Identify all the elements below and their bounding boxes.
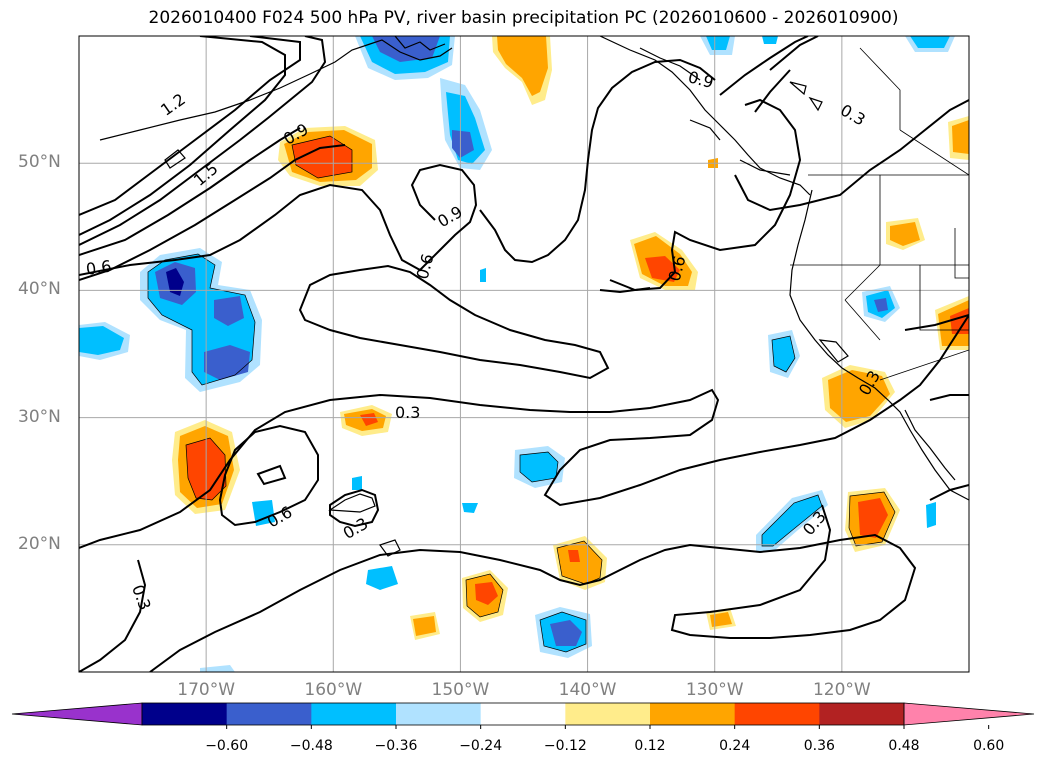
bc-coast: [599, 36, 811, 196]
positive-anomaly-patches: [172, 36, 969, 640]
colorbar-segment: [734, 703, 820, 725]
baja-coast: [904, 409, 956, 481]
lat-label: 50°N: [18, 152, 61, 173]
contour-0p6-inner: [298, 264, 610, 380]
contour-0p9-b: [79, 36, 327, 246]
contour-0p6-se: [599, 287, 651, 294]
contour-0p3-sw: [79, 559, 147, 672]
colorbar-segment: [226, 703, 312, 725]
contour-1p2: [79, 36, 286, 236]
us-west-coast: [789, 189, 969, 501]
contour-0p6-loop: [218, 424, 319, 527]
colorbar-frame: [141, 702, 905, 726]
colorbar-segment: [142, 703, 228, 725]
contour-0p3-large: [79, 314, 969, 549]
contour-0p3-ne: [719, 36, 809, 96]
colorbar-tick-label: 0.60: [973, 738, 1005, 754]
contour-0p3-hawaii: [329, 488, 380, 528]
contour-label: 0.6: [85, 257, 113, 279]
lat-label: 30°N: [18, 406, 61, 427]
lon-label: 170°W: [177, 680, 236, 700]
chart-title: 2026010400 F024 500 hPa PV, river basin …: [148, 8, 899, 28]
colorbar-segment: [396, 703, 482, 725]
contour-0p6-main: [79, 163, 478, 276]
colorbar-segment: [565, 703, 651, 725]
political-borders: [790, 47, 969, 381]
colorbar-tick-label: 0.24: [719, 738, 751, 754]
lat-label: 40°N: [18, 279, 61, 300]
colorbar-tick-label: 0.36: [803, 738, 835, 754]
hawaii: [328, 493, 376, 513]
contour-0p3-nw: [734, 99, 969, 212]
contour-label: 0.3: [395, 403, 420, 422]
colorbar-tick-label: 0.48: [888, 738, 920, 754]
colorbar-segment: [819, 703, 905, 725]
colorbar-tick-label: −0.48: [289, 738, 333, 754]
contour-0p3-bottom: [149, 504, 917, 672]
lon-label: 140°W: [558, 680, 617, 700]
colorbar-segment: [311, 703, 397, 725]
lon-label: 150°W: [431, 680, 490, 700]
colorbar-tick-label: −0.24: [459, 738, 503, 754]
lat-label: 20°N: [18, 533, 61, 554]
alaska-coast: [99, 39, 453, 141]
anomaly-outlines: [147, 135, 896, 653]
contour-0p9-a: [79, 144, 346, 281]
colorbar-segment: [480, 703, 566, 725]
lon-label: 120°W: [812, 680, 871, 700]
colorbar-segment: [650, 703, 736, 725]
contour-1p5-upper: [79, 36, 301, 216]
lon-label: 160°W: [304, 680, 363, 700]
lon-label: 130°W: [685, 680, 744, 700]
contour-1p5-lower: [79, 127, 301, 256]
colorbar-tick-label: −0.12: [543, 738, 587, 754]
map-frame: [78, 35, 970, 673]
negative-anomaly-patches: [79, 36, 955, 672]
contour-0p9-east: [479, 58, 716, 264]
pv-contours: [79, 36, 969, 672]
coastlines: [99, 36, 969, 557]
contour-0p3-right: [929, 484, 969, 501]
colorbar-tick-label: −0.36: [374, 738, 418, 754]
colorbar-tick-label: −0.60: [205, 738, 249, 754]
colorbar: [11, 702, 1035, 729]
colorbar-extend-low: [11, 702, 143, 726]
colorbar-extend-high: [903, 702, 1035, 726]
colorbar-tick-label: 0.12: [634, 738, 666, 754]
contour-0p9-center: [609, 98, 802, 292]
